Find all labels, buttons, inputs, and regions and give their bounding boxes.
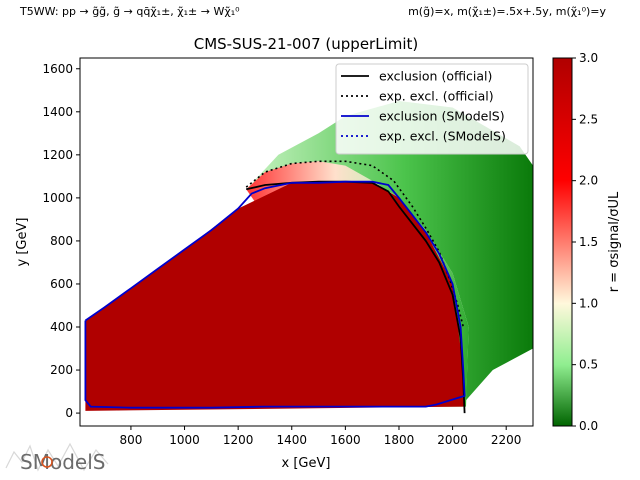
colorbar-tick-label: 1.0 [579,296,598,310]
colorbar-tick-label: 2.0 [579,174,598,188]
x-tick-label: 800 [119,433,142,447]
legend-box [335,63,529,155]
logo-text: SModelS [20,450,105,474]
y-tick-label: 200 [50,363,73,377]
logo-background-lines [5,442,109,472]
y-axis-label: y [GeV] [15,218,30,267]
legend-label: exclusion (SModelS) [379,109,505,124]
heatmap-region-allowed [246,101,533,401]
legend-label: exclusion (official) [379,69,492,84]
y-tick-label: 1000 [42,191,73,205]
colorbar-tick-label: 0.5 [579,358,598,372]
colorbar-ticks: 0.0 0.5 1.0 1.5 2.0 2.5 3.0 [572,51,598,433]
colorbar-tick-label: 1.5 [579,235,598,249]
y-tick-label: 1400 [42,105,73,119]
y-tick-label: 0 [65,406,73,420]
y-tick-label: 400 [50,320,73,334]
plot-area [84,101,533,414]
colorbar-tick-label: 0.0 [579,419,598,433]
chart-title: CMS-SUS-21-007 (upperLimit) [194,35,419,53]
legend-label: exp. excl. (official) [379,89,494,104]
x-axis-ticks: 800 1000 1200 1400 1600 1800 2000 2200 [119,426,521,447]
colorbar [552,57,573,427]
smodels-logo: SModelS [5,442,109,474]
mass-relation-label: m(g̃)=x, m(χ̃₁±)=.5x+.5y, m(χ̃₁⁰)=y [408,5,606,18]
x-tick-label: 1200 [223,433,254,447]
heatmap-region-excluded-core [85,181,465,411]
y-tick-label: 1200 [42,148,73,162]
x-tick-label: 2000 [437,433,468,447]
y-tick-label: 1600 [42,62,73,76]
x-tick-label: 1600 [330,433,361,447]
x-tick-label: 1800 [384,433,415,447]
x-tick-label: 1000 [169,433,200,447]
plot-frame [79,57,534,427]
logo-ring-icon [41,456,53,468]
y-axis-ticks: 0 200 400 600 800 1000 1200 1400 1600 [42,62,80,420]
x-tick-label: 1400 [276,433,307,447]
colorbar-label: r = σsignal/σUL [607,191,622,292]
colorbar-tick-label: 3.0 [579,51,598,65]
x-tick-label: 2200 [491,433,522,447]
x-axis-label: x [GeV] [282,456,331,471]
y-tick-label: 800 [50,234,73,248]
colorbar-tick-label: 2.5 [579,112,598,126]
legend: exclusion (official) exp. excl. (official… [335,63,529,155]
legend-label: exp. excl. (SModelS) [379,129,506,144]
contour-line-2 [84,180,466,409]
process-label: T5WW: pp → g̃g̃, g̃ → qq̄χ̃₁±, χ̃₁± → Wχ… [19,5,240,18]
y-tick-label: 600 [50,277,73,291]
